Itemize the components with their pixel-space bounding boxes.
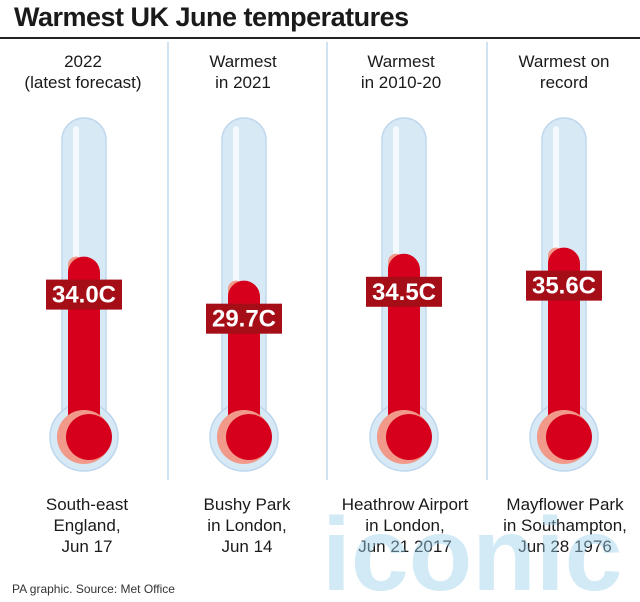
watermark-text: iconic (322, 502, 623, 597)
header-line: record (539, 73, 589, 92)
mercury-bulb (546, 414, 592, 460)
location-line: Jun 17 (61, 537, 113, 556)
title-rule (0, 37, 640, 39)
column-header-2010-20: Warmest in 2010-20 (326, 51, 476, 93)
header-line: Warmest (367, 52, 435, 71)
value-label-box (46, 279, 122, 310)
thermometer-chart: 34.0C 29.7C 34.5C 35.6C (46, 42, 602, 480)
location-heathrow: Heathrow Airport in London, Jun 21 2017 (330, 494, 480, 557)
location-line: South-east (45, 495, 129, 514)
location-mayflower-park: Mayflower Park in Southampton, Jun 28 19… (490, 494, 640, 557)
location-line: England, (53, 516, 121, 535)
location-line: Jun 21 2017 (358, 537, 452, 556)
location-line: in Southampton, (503, 516, 627, 535)
column-header-2021: Warmest in 2021 (168, 51, 318, 93)
location-line: in London, (207, 516, 287, 535)
location-line: Jun 14 (221, 537, 273, 556)
header-line: in 2021 (215, 73, 271, 92)
location-line: in London, (365, 516, 445, 535)
location-line: Bushy Park (203, 495, 291, 514)
column-header-record: Warmest on record (489, 51, 639, 93)
mercury-bulb (66, 414, 112, 460)
header-line: Warmest on (518, 52, 610, 71)
value-label: 29.7C (212, 306, 276, 333)
value-label: 35.6C (532, 273, 596, 300)
value-label: 34.5C (372, 279, 436, 306)
source-note: PA graphic. Source: Met Office (12, 582, 175, 596)
header-line: 2022 (64, 52, 102, 71)
mercury-bulb (226, 414, 272, 460)
location-bushy-park: Bushy Park in London, Jun 14 (172, 494, 322, 557)
value-label-box (366, 276, 442, 307)
location-south-east: South-east England, Jun 17 (12, 494, 162, 557)
mercury-bulb (386, 414, 432, 460)
column-header-2022: 2022 (latest forecast) (8, 51, 158, 93)
value-label-box (206, 303, 282, 334)
value-label: 34.0C (52, 282, 116, 309)
chart-title: Warmest UK June temperatures (14, 2, 409, 32)
watermark-logo: iconic (322, 502, 623, 597)
location-line: Heathrow Airport (341, 495, 469, 514)
header-line: in 2010-20 (360, 73, 442, 92)
value-label-box (526, 270, 602, 301)
header-line: (latest forecast) (24, 73, 142, 92)
header-line: Warmest (209, 52, 277, 71)
location-line: Mayflower Park (506, 495, 624, 514)
location-line: Jun 28 1976 (518, 537, 612, 556)
